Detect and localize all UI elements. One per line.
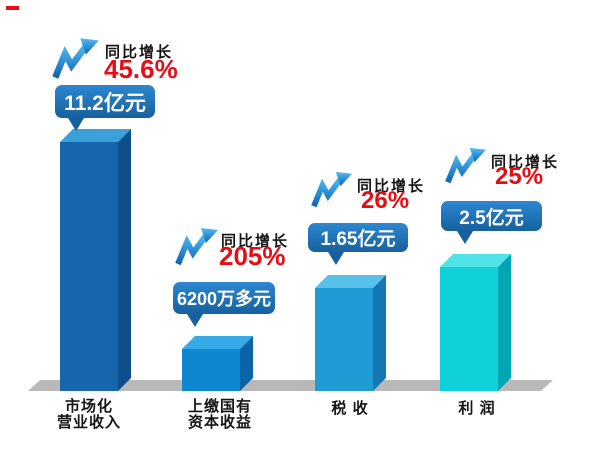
value-bubble: 2.5亿元 [441,201,542,244]
value-bubble: 6200万多元 [173,282,275,327]
bar-1-front [60,142,118,391]
growth-value: 25% [495,163,544,190]
growth-value: 26% [361,187,410,214]
axis-label-line1: 上缴国有 [187,398,252,415]
bar-1-side [118,129,131,391]
red-dash-mark [6,6,19,10]
growth-value: 205% [219,241,286,271]
axis-label-line1: 税 收 [331,400,369,417]
growth-caption: 同比增长 [357,178,426,195]
axis-label: 利 润 [427,401,527,417]
axis-label-line2: 营业收入 [56,414,121,431]
baseline-platform [28,380,553,391]
growth-arrow-icon [52,38,99,79]
bar-2-front [182,349,240,391]
growth-arrow-icon [445,147,487,184]
axis-label-line1: 市场化 [64,398,113,415]
bar-2-side [240,336,253,391]
value-bubble: 1.65亿元 [308,223,408,265]
growth-arrow-icon [311,171,353,208]
growth-caption: 同比增长 [491,154,560,171]
axis-label-line2: 资本收益 [187,414,252,431]
axis-label: 税 收 [300,401,400,417]
bar-3-side [373,275,386,391]
bar-4-top [440,254,511,267]
growth-caption: 同比增长 [221,233,290,250]
value-bubble: 11.2亿元 [55,85,155,131]
bar-4-front [440,267,498,391]
growth-caption: 同比增长 [105,44,174,61]
growth-arrow-icon [175,228,218,266]
axis-label: 市场化 营业收入 [39,399,139,431]
bar-4-side [498,254,511,391]
bar-2-top [182,336,253,349]
bar-3-front [315,288,373,391]
bar-1-top [60,129,131,142]
growth-value: 45.6% [104,54,178,84]
bar-3-top [315,275,386,288]
axis-label-line1: 利 润 [458,400,496,417]
axis-label: 上缴国有 资本收益 [170,399,270,431]
